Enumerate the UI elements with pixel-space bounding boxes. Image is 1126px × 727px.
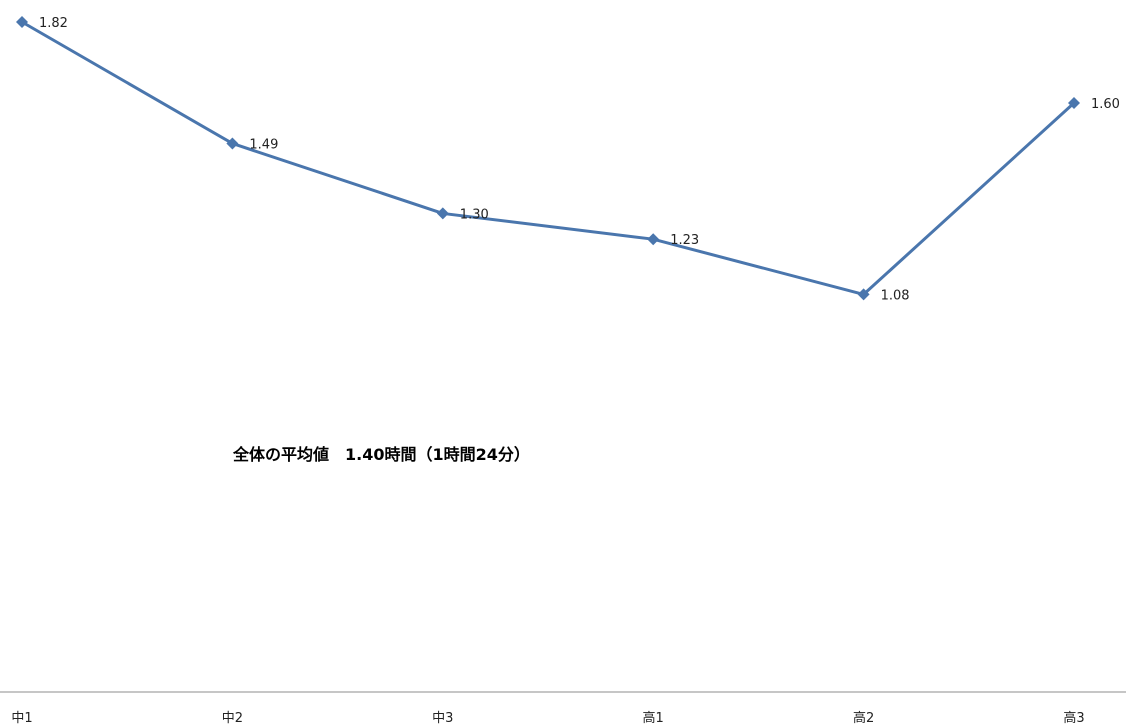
average-annotation: 全体の平均値 1.40時間（1時間24分） <box>233 445 530 464</box>
data-label: 1.23 <box>670 233 699 248</box>
x-tick-labels: 中1 中2 中3 高1 高2 高3 <box>11 710 1084 726</box>
data-point-marker <box>647 233 660 246</box>
data-label: 1.49 <box>249 137 278 152</box>
series-line <box>21 20 1076 296</box>
data-point-marker <box>857 288 870 301</box>
data-point-marker <box>1068 96 1080 109</box>
x-tick-label: 中3 <box>432 711 453 726</box>
x-tick-label: 高3 <box>1063 710 1084 726</box>
data-label: 1.08 <box>881 288 910 303</box>
data-point-marker <box>226 137 239 150</box>
data-label: 1.30 <box>460 207 489 222</box>
x-tick-label: 高2 <box>853 710 874 726</box>
series-group: 1.82 1.49 1.30 1.23 1.08 1.60 <box>16 16 1120 303</box>
x-tick-label: 中1 <box>11 711 32 726</box>
x-tick-label: 中2 <box>222 711 243 726</box>
data-label: 1.82 <box>39 16 68 31</box>
data-point-marker <box>436 207 449 220</box>
data-label: 1.60 <box>1091 97 1120 112</box>
x-tick-label: 高1 <box>643 710 664 726</box>
data-point-marker <box>16 16 28 28</box>
